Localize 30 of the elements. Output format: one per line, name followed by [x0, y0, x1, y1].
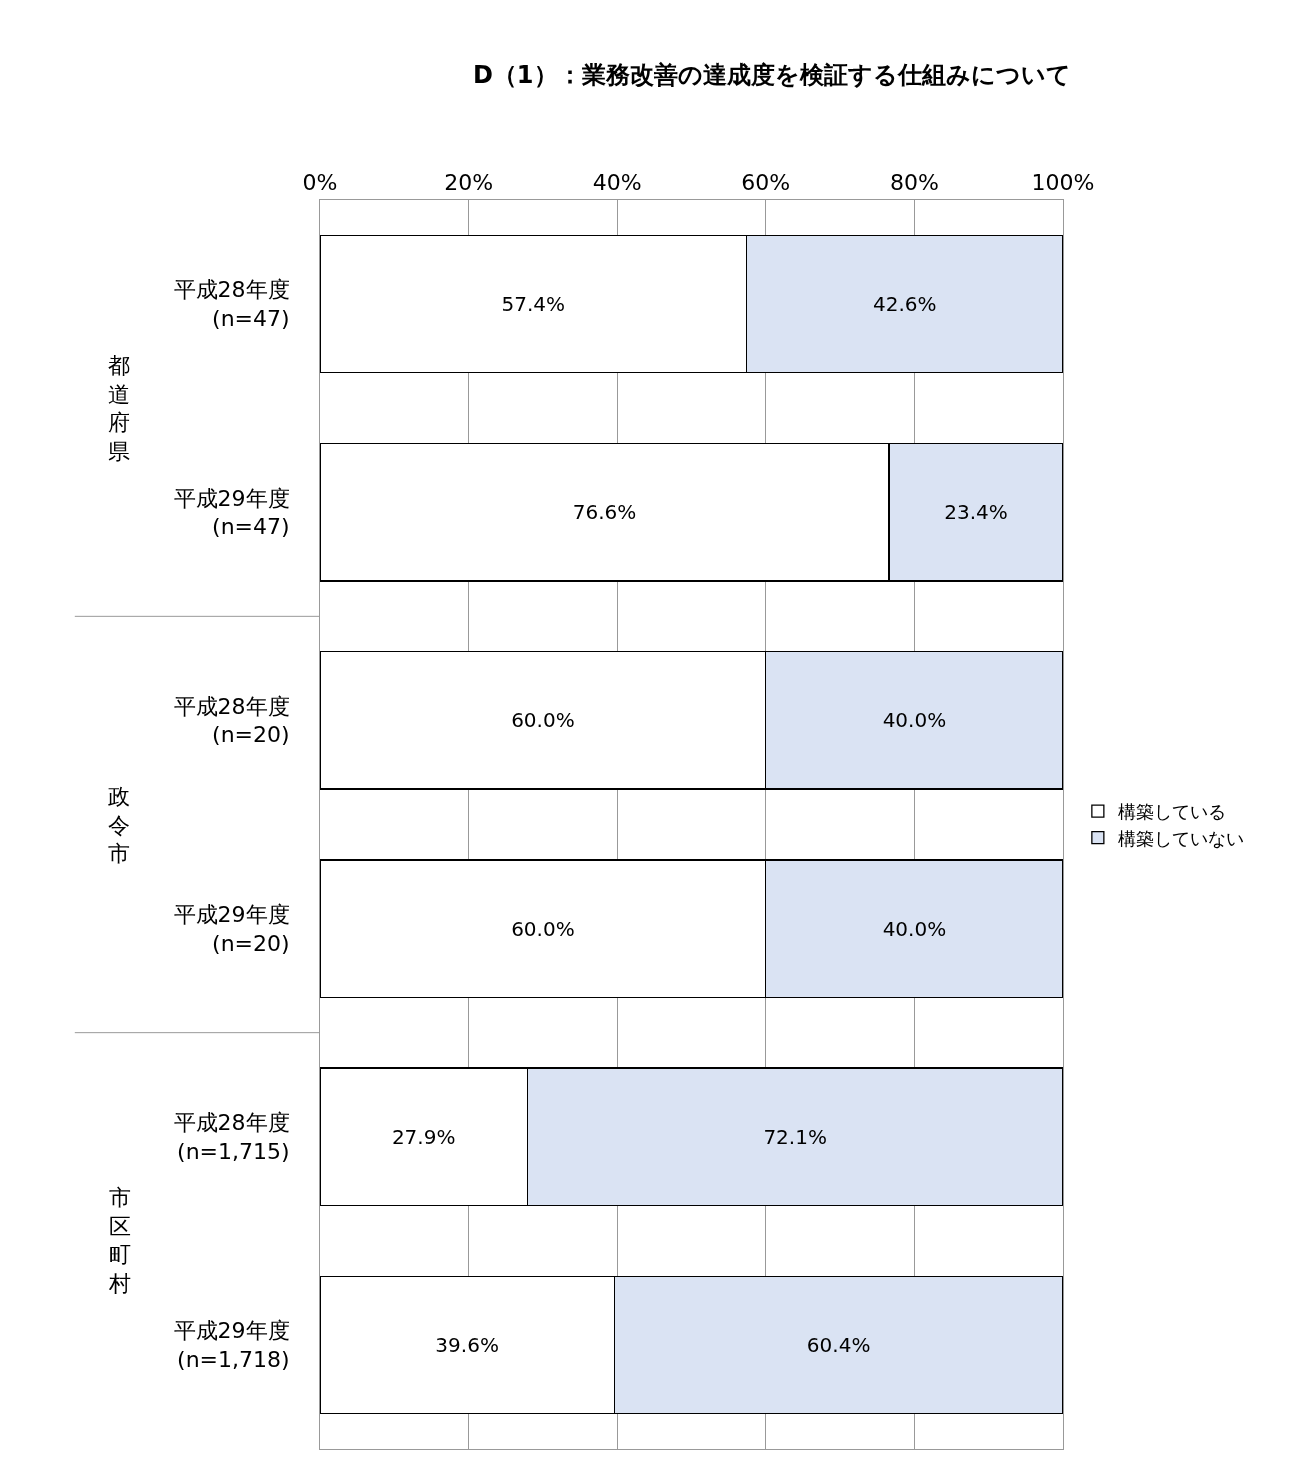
data-label: 40.0% [882, 916, 947, 941]
x-tick-label: 60% [741, 170, 791, 196]
x-tick-label: 0% [302, 170, 338, 196]
data-label: 39.6% [435, 1332, 499, 1357]
x-tick-label: 100% [1031, 170, 1095, 196]
x-tick-label: 20% [444, 170, 494, 196]
y-tick-label: 平成28年度 (n=1,715) [173, 1110, 290, 1164]
y-tick-label: 平成28年度 (n=47) [173, 277, 290, 332]
data-label: 60.0% [511, 916, 575, 941]
legend-label: 構築している [1117, 801, 1226, 823]
text: 市区町村 [108, 1185, 131, 1296]
data-label: 60.4% [806, 1332, 871, 1357]
data-label: 27.9% [391, 1124, 456, 1149]
x-tick-label: 40% [592, 170, 642, 196]
data-label: 40.0% [882, 708, 947, 733]
data-label: 57.4% [501, 292, 566, 317]
x-tick-label: 80% [889, 170, 939, 196]
y-tick-label: 平成29年度 (n=1,718) [173, 1318, 290, 1372]
y-tick-label: 平成29年度 (n=47) [173, 485, 290, 540]
text: 都道府県 [108, 353, 130, 464]
y-tick-label: 平成29年度 (n=20) [173, 901, 290, 956]
data-label: 72.1% [763, 1124, 827, 1149]
y-tick-label: 平成28年度 (n=20) [173, 693, 290, 748]
text: 政令市 [108, 784, 130, 867]
data-label: 42.6% [872, 292, 937, 317]
data-label: 60.0% [511, 708, 575, 733]
data-label: 76.6% [572, 500, 637, 525]
data-label: 23.4% [944, 500, 1008, 525]
legend-label: 構築していない [1117, 827, 1244, 849]
chart-title: D（1）：業務改善の達成度を検証する仕組みについて [472, 61, 1071, 90]
